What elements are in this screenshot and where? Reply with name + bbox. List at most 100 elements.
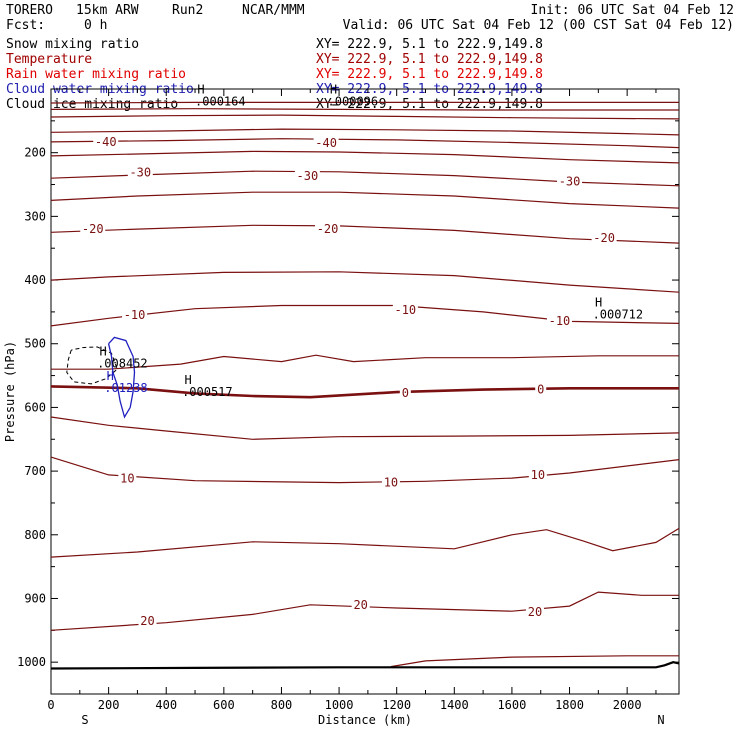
isotherm-line	[50, 416, 680, 440]
contour-labels: -40 -40 -30 -30 -30 -20 -20 -20 -10 -10 -10 0 0 10 10 1…	[80, 82, 644, 628]
model-name: TORERO	[6, 3, 53, 18]
extremum-value: .000096	[328, 94, 379, 108]
extremum-value: .008452	[97, 357, 148, 371]
isotherm-label: -40	[315, 136, 337, 150]
isotherm-label: 0	[537, 383, 544, 397]
y-tick-label: 500	[24, 337, 46, 351]
legend-field-section: XY= 222.9, 5.1 to 222.9,149.8	[316, 67, 543, 82]
x-tick-label: 1400	[440, 698, 469, 712]
isotherm-label-bg	[399, 385, 411, 398]
y-tick-label: 400	[24, 273, 46, 287]
isotherm-label-bg	[525, 604, 544, 617]
isotherm-label-bg	[557, 174, 583, 187]
x-tick-label: 1000	[325, 698, 354, 712]
plot-frame	[50, 88, 680, 695]
extremum-value: .000712	[593, 308, 644, 322]
extremum-value: .01238	[104, 381, 147, 395]
isotherm-label: -30	[559, 174, 581, 188]
extremum-value: .000517	[182, 385, 233, 399]
model-center: NCAR/MMM	[242, 3, 305, 18]
isotherm-line	[50, 456, 680, 484]
isotherm-label-bg	[118, 471, 137, 484]
legend-field-name: Cloud ice mixing ratio	[6, 97, 178, 112]
isotherm-line	[51, 354, 679, 370]
isotherm-label: 20	[353, 598, 367, 612]
x-tick-label: 600	[213, 698, 235, 712]
x-tick-label: 400	[155, 698, 177, 712]
x-tick-label: 2000	[613, 698, 642, 712]
extremum-marker: H	[184, 373, 191, 387]
isotherm-label-bg	[122, 308, 148, 321]
isotherm-label: -10	[124, 308, 146, 322]
extremum-value: .000164	[195, 94, 246, 108]
x-end-label-left: S	[81, 713, 88, 727]
isotherm-line	[50, 191, 680, 209]
isotherm-label-bg	[528, 467, 547, 480]
x-tick-label: 200	[98, 698, 120, 712]
isotherm-label-bg	[546, 313, 572, 326]
isotherm-label-bg	[381, 475, 400, 488]
x-tick-label: 1800	[555, 698, 584, 712]
isotherm-label: 20	[528, 605, 542, 619]
field-legend: Snow mixing ratio XY= 222.9, 5.1 to 222.9…	[6, 37, 543, 112]
axes: 0 200 400 600 800 1000 1200 1400 1600 1800 2000200…	[3, 89, 679, 727]
isotherm-line	[390, 655, 679, 668]
isotherm-label-bg	[313, 136, 339, 149]
extremum-marker: H	[595, 296, 602, 310]
isotherm-label-bg	[93, 134, 119, 147]
isotherm-label: 20	[140, 614, 154, 628]
isotherm-label: 10	[384, 476, 398, 490]
isotherm-label: -20	[317, 222, 339, 236]
isotherm-label-bg	[535, 382, 547, 395]
legend-field-section: XY= 222.9, 5.1 to 222.9,149.8	[316, 52, 543, 67]
y-tick-label: 300	[24, 209, 46, 223]
extremum-marker: H	[107, 369, 114, 383]
isotherm-label-bg	[138, 613, 157, 626]
isotherm-label-bg	[315, 222, 341, 235]
isotherm-label: -20	[593, 231, 615, 245]
isotherm-label-bg	[294, 169, 320, 182]
isotherm-label: -30	[129, 165, 151, 179]
isotherm-label: -30	[297, 169, 319, 183]
isotherm-line	[50, 150, 680, 164]
isotherm-line	[50, 271, 680, 293]
isotherm-line	[50, 591, 679, 631]
plot-border	[50, 88, 680, 695]
y-tick-label: 1000	[17, 655, 46, 669]
forecast-value: 0 h	[84, 18, 107, 33]
x-tick-label: 800	[271, 698, 293, 712]
isotherm-label-bg	[351, 597, 370, 610]
isotherm-label-bg	[591, 231, 617, 244]
y-axis-title: Pressure (hPa)	[3, 341, 17, 442]
valid-time: Valid: 06 UTC Sat 04 Feb 12 (00 CST Sat …	[343, 18, 734, 33]
y-tick-label: 800	[24, 528, 46, 542]
chart-header: TORERO 15km ARW Run2 NCAR/MMM Init: 06 U…	[6, 3, 734, 33]
x-axis-title: Distance (km)	[318, 713, 412, 727]
legend-field-name: Snow mixing ratio	[6, 37, 139, 52]
init-time: Init: 06 UTC Sat 04 Feb 12	[531, 3, 735, 18]
y-tick-label: 600	[24, 400, 46, 414]
isotherm-line	[50, 224, 680, 244]
extremum-marker: H	[197, 82, 204, 96]
isotherm-line	[50, 108, 679, 111]
isotherm-line	[50, 138, 680, 149]
legend-field-name: Temperature	[6, 52, 92, 67]
x-end-label-right: N	[657, 713, 664, 727]
isotherm-line	[50, 114, 680, 120]
isotherm-line	[50, 527, 680, 558]
isotherm-label: -40	[95, 135, 117, 149]
isotherm-label-bg	[127, 165, 153, 178]
y-tick-label: 900	[24, 591, 46, 605]
model-resolution: 15km ARW	[76, 3, 139, 18]
extremum-marker: H	[330, 82, 337, 96]
isotherm-label: -10	[394, 303, 416, 317]
isotherm-label: -20	[82, 222, 104, 236]
x-tick-label: 0	[47, 698, 54, 712]
cloud-water-contour	[107, 336, 136, 419]
terrain-line	[50, 661, 680, 670]
isotherm-line	[50, 128, 680, 136]
snow-mixing-contour	[66, 346, 118, 385]
isotherm-label: 10	[120, 472, 134, 486]
isotherm-label-bg	[392, 302, 418, 315]
